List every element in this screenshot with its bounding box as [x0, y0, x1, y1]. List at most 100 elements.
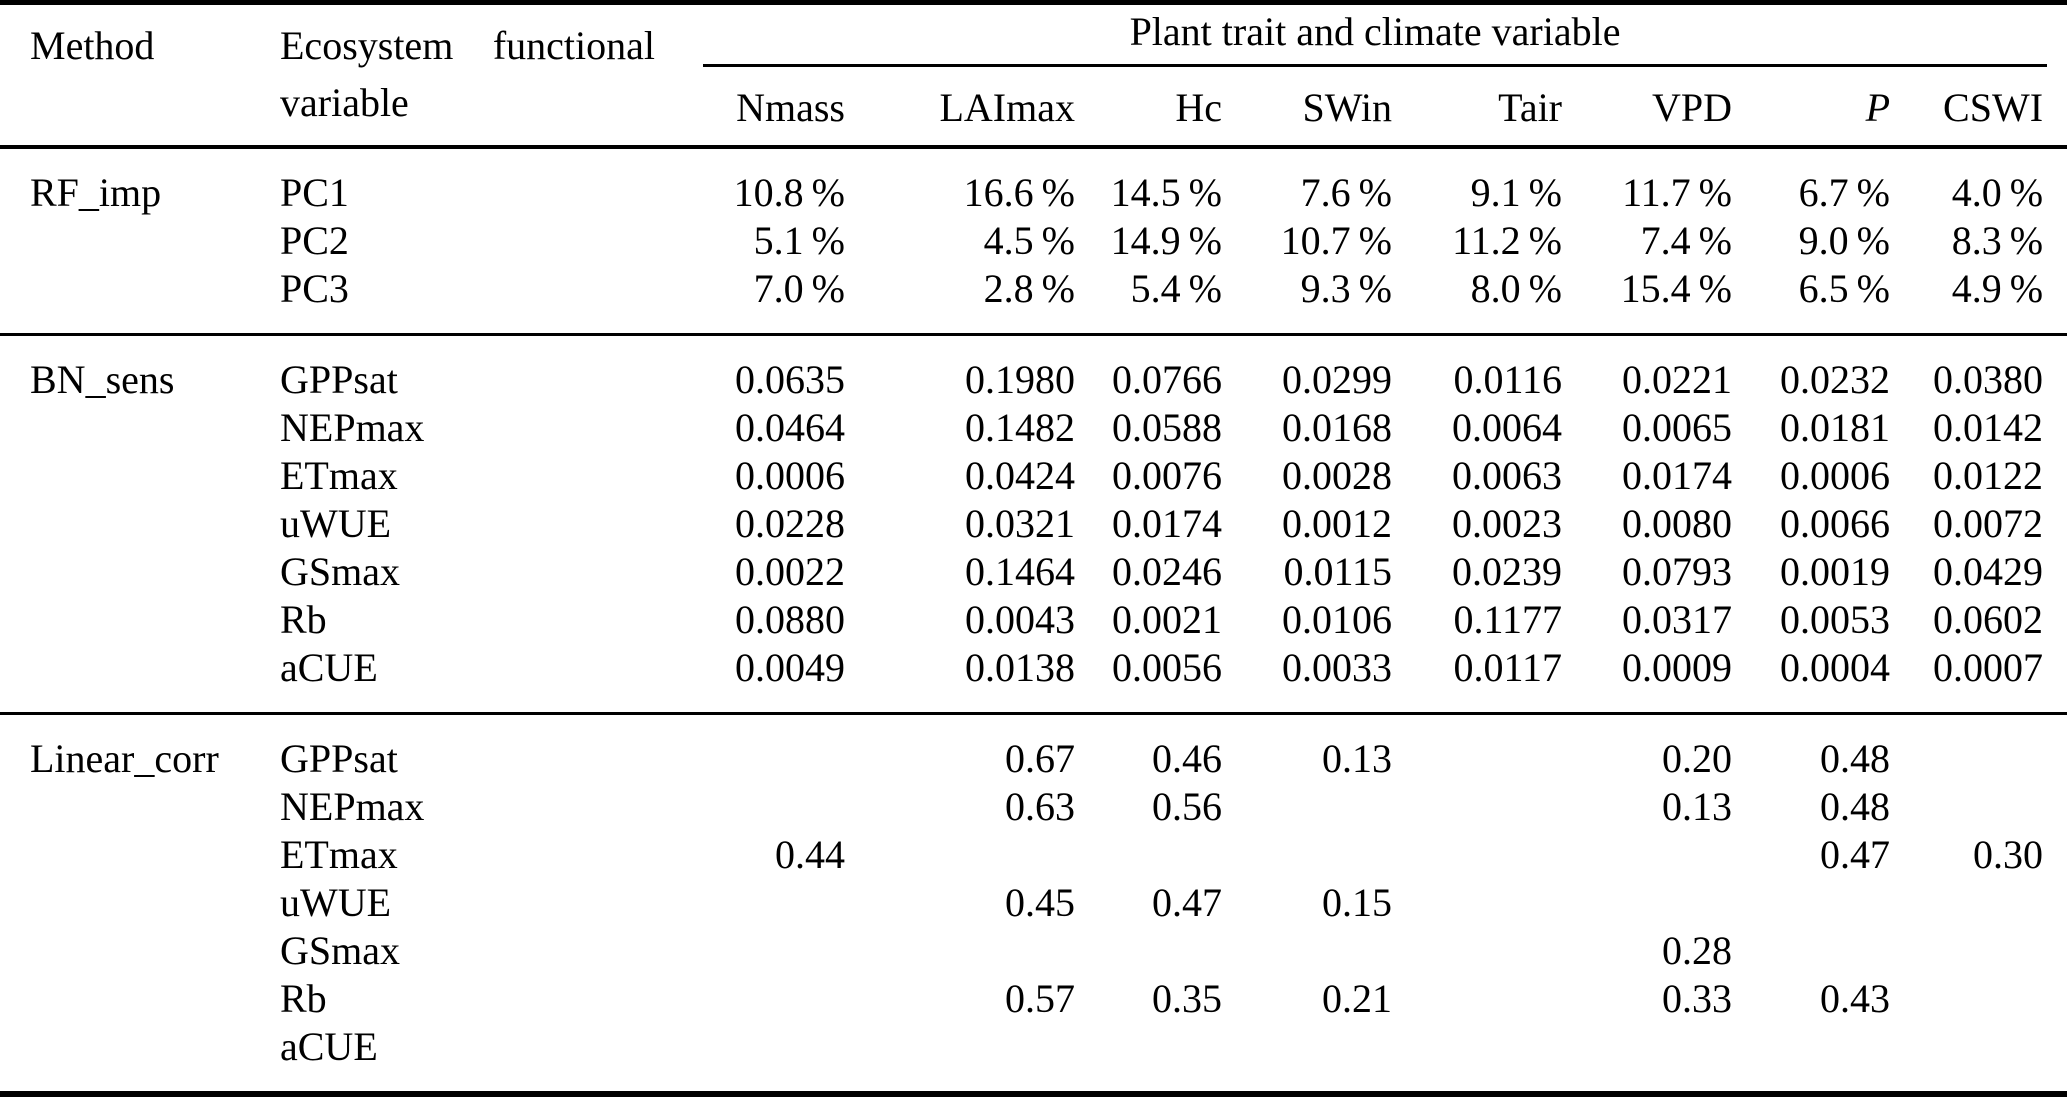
method-label: Linear_corr: [30, 735, 219, 781]
table-row: Rb 0.0880 0.0043 0.0021 0.0106 0.1177 0.0317 0.…: [0, 596, 2067, 644]
value-cell: 0.0019: [1780, 548, 1890, 594]
value-cell: 0.67: [1005, 735, 1075, 781]
value-cell: [1586, 1023, 1756, 1094]
value-cell: 9.1 %: [1470, 169, 1562, 215]
value-cell: [1099, 927, 1246, 975]
variable-label: GSmax: [280, 927, 400, 973]
value-cell: 0.0429: [1933, 548, 2044, 594]
value-cell: 0.47: [1820, 831, 1890, 877]
value-cell: 0.0021: [1112, 596, 1222, 642]
value-cell: 8.0 %: [1470, 265, 1562, 311]
value-cell: 0.48: [1820, 783, 1890, 829]
value-cell: 0.13: [1322, 735, 1392, 781]
value-cell: 6.5 %: [1798, 265, 1890, 311]
method-column-header: Method: [30, 23, 155, 68]
column-header-swin: SWin: [1302, 84, 1392, 130]
value-cell: [1246, 831, 1416, 879]
column-header-nmass: Nmass: [736, 84, 845, 130]
value-cell: [703, 783, 869, 831]
value-cell: 0.0064: [1452, 404, 1562, 450]
column-header-vpd: VPD: [1651, 84, 1732, 130]
variable-label: PC1: [280, 169, 349, 215]
value-cell: 0.63: [1005, 783, 1075, 829]
value-cell: 0.0006: [735, 452, 845, 498]
column-header-laimax: LAImax: [939, 84, 1075, 130]
value-cell: 0.0588: [1112, 404, 1222, 450]
value-cell: 6.7 %: [1798, 169, 1890, 215]
table-row: GSmax 0.28: [0, 927, 2067, 975]
value-cell: 0.56: [1152, 783, 1222, 829]
variable-label: Rb: [280, 596, 327, 642]
variable-label: NEPmax: [280, 783, 425, 829]
value-cell: [1586, 879, 1756, 927]
value-cell: 0.21: [1322, 975, 1392, 1021]
value-cell: 0.0022: [735, 548, 845, 594]
value-cell: [703, 927, 869, 975]
value-cell: 0.0115: [1283, 548, 1392, 594]
table-row: uWUE 0.45 0.47 0.15: [0, 879, 2067, 927]
value-cell: 0.33: [1662, 975, 1732, 1021]
value-cell: 0.1482: [965, 404, 1075, 450]
value-cell: [1416, 713, 1586, 783]
value-cell: 11.7 %: [1622, 169, 1732, 215]
value-cell: 0.0424: [965, 452, 1075, 498]
variable-label: GPPsat: [280, 735, 398, 781]
table-row: NEPmax 0.63 0.56 0.13 0.48: [0, 783, 2067, 831]
table-row: NEPmax 0.0464 0.1482 0.0588 0.0168 0.0064 0.00…: [0, 404, 2067, 452]
variable-label: ETmax: [280, 452, 398, 498]
value-cell: 7.4 %: [1640, 217, 1732, 263]
value-cell: 4.9 %: [1951, 265, 2044, 311]
value-cell: 0.0117: [1453, 644, 1562, 690]
variable-label: uWUE: [280, 879, 392, 925]
value-cell: 0.0023: [1452, 500, 1562, 546]
value-cell: 0.0053: [1780, 596, 1890, 642]
ecosystem-variable-column-header: Ecosystem functional variable: [280, 23, 655, 125]
value-cell: 7.6 %: [1300, 169, 1392, 215]
variable-label: aCUE: [280, 1023, 378, 1069]
table-row: Linear_corr GPPsat 0.67 0.46 0.13 0.20 0.48: [0, 713, 2067, 783]
value-cell: 0.35: [1152, 975, 1222, 1021]
value-cell: 0.0142: [1933, 404, 2044, 450]
value-cell: 8.3 %: [1951, 217, 2044, 263]
value-cell: 0.0012: [1282, 500, 1392, 546]
value-cell: [1246, 1023, 1416, 1094]
value-cell: 0.0033: [1282, 644, 1392, 690]
value-cell: 2.8 %: [983, 265, 1075, 311]
value-cell: [869, 1023, 1099, 1094]
column-header-hc: Hc: [1175, 84, 1222, 130]
value-cell: [703, 1023, 869, 1094]
value-cell: [1416, 879, 1586, 927]
value-cell: [1756, 1023, 1914, 1094]
header-row-top: Method Ecosystem functional variable Pla…: [0, 3, 2067, 125]
table-row: aCUE: [0, 1023, 2067, 1094]
value-cell: 0.0004: [1780, 644, 1890, 690]
table-row: BN_sens GPPsat 0.0635 0.1980 0.0766 0.0299 0.0…: [0, 334, 2067, 404]
value-cell: [1416, 831, 1586, 879]
value-cell: 0.20: [1662, 735, 1732, 781]
value-cell: 0.0009: [1622, 644, 1732, 690]
value-cell: [1914, 713, 2067, 783]
variable-label: GPPsat: [280, 356, 398, 402]
value-cell: 0.0174: [1112, 500, 1222, 546]
variable-label: PC2: [280, 217, 349, 263]
value-cell: 0.46: [1152, 735, 1222, 781]
section-rf_imp: RF_imp PC1 10.8 % 16.6 % 14.5 % 7.6 % 9.1 % 11.…: [0, 147, 2067, 335]
value-cell: 0.57: [1005, 975, 1075, 1021]
value-cell: 0.0246: [1112, 548, 1222, 594]
table-row: PC2 5.1 % 4.5 % 14.9 % 10.7 % 11.2 % 7.4 % 9.0 …: [0, 217, 2067, 265]
variable-label: PC3: [280, 265, 349, 311]
span-header-label: Plant trait and climate variable: [703, 8, 2048, 67]
value-cell: 7.0 %: [753, 265, 845, 311]
value-cell: [1914, 975, 2067, 1023]
value-cell: 4.0 %: [1951, 169, 2044, 215]
value-cell: [1416, 783, 1586, 831]
value-cell: 0.0317: [1622, 596, 1732, 642]
value-cell: 16.6 %: [963, 169, 1075, 215]
value-cell: 0.0635: [735, 356, 845, 402]
value-cell: [703, 879, 869, 927]
value-cell: 5.1 %: [753, 217, 845, 263]
value-cell: 0.44: [775, 831, 845, 877]
value-cell: 10.7 %: [1280, 217, 1392, 263]
